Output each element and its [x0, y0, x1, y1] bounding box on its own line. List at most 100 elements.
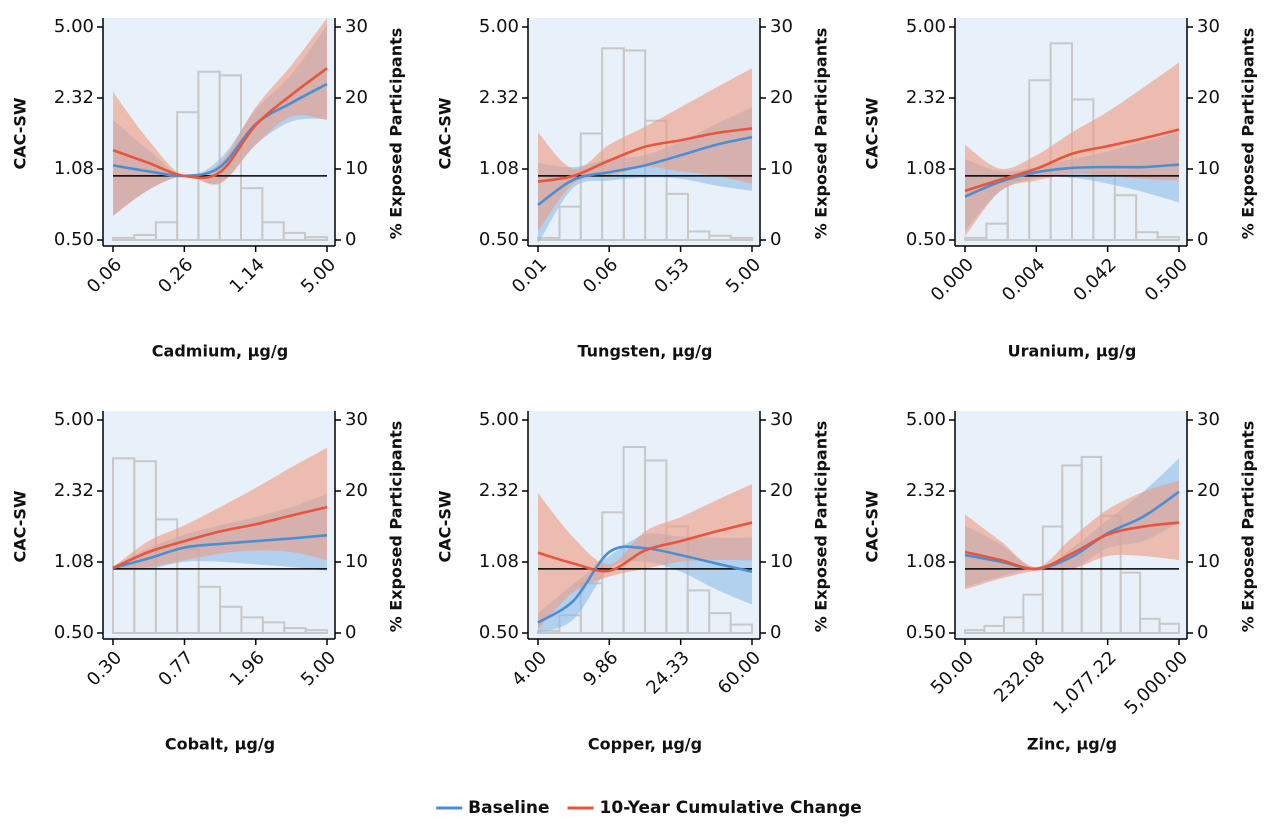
y-tick-label: 0.50 — [479, 622, 519, 643]
y2-tick-label: 20 — [345, 87, 368, 108]
series-line — [964, 521, 1180, 571]
y2-axis-label: % Exposed Participants — [812, 28, 831, 240]
x-tick-label: 5.00 — [297, 647, 340, 690]
histogram-bar — [240, 187, 264, 241]
y-tick-label: 0.50 — [54, 622, 94, 643]
confidence-band — [113, 18, 327, 216]
x-axis-label: Cobalt, μg/g — [165, 735, 275, 754]
histogram-bar — [1156, 236, 1180, 242]
y2-tick-label: 10 — [345, 158, 368, 179]
y2-axis-label: % Exposed Participants — [1239, 28, 1258, 240]
x-axis-label: Uranium, μg/g — [1008, 342, 1137, 361]
y2-tick-label: 0 — [770, 622, 781, 643]
series-line — [537, 135, 753, 207]
y-tick-label: 0.50 — [906, 622, 946, 643]
y-tick-label: 5.00 — [906, 409, 946, 430]
legend-label: 10-Year Cumulative Change — [600, 798, 862, 818]
y-tick-label: 2.32 — [479, 87, 519, 108]
y-tick-label: 5.00 — [479, 409, 519, 430]
x-axis-label: Zinc, μg/g — [1027, 735, 1117, 754]
y-tick-label: 5.00 — [54, 16, 94, 37]
y-tick-label: 1.08 — [479, 551, 519, 572]
y-axis-label: CAC-SW — [11, 97, 30, 169]
y2-tick-label: 10 — [1197, 158, 1220, 179]
y-tick-label: 2.32 — [479, 480, 519, 501]
y2-tick-label: 30 — [770, 409, 793, 430]
x-axis-label: Cadmium, μg/g — [152, 342, 288, 361]
x-tick-label: 1.96 — [226, 647, 269, 690]
x-tick-label: 5,000.00 — [1121, 647, 1193, 719]
x-tick-label: 5.00 — [722, 254, 765, 297]
y2-tick-label: 20 — [1197, 87, 1220, 108]
x-tick-label: 0.500 — [1141, 254, 1192, 305]
series-line — [112, 67, 328, 180]
histogram-bar — [729, 236, 754, 241]
x-axis-label: Tungsten, μg/g — [578, 342, 713, 361]
y-axis-label: CAC-SW — [11, 490, 30, 562]
y-tick-label: 5.00 — [479, 16, 519, 37]
y2-tick-label: 20 — [770, 480, 793, 501]
y2-tick-label: 30 — [1197, 16, 1220, 37]
y-tick-label: 2.32 — [54, 87, 94, 108]
histogram-bar — [644, 119, 668, 241]
y-tick-label: 5.00 — [54, 409, 94, 430]
x-tick-label: 5.00 — [297, 254, 340, 297]
y2-tick-label: 0 — [770, 229, 781, 250]
x-tick-label: 0.77 — [154, 647, 197, 690]
series-line — [537, 521, 753, 573]
y2-tick-label: 10 — [1197, 551, 1220, 572]
x-tick-label: 0.000 — [927, 254, 978, 305]
x-tick-label: 60.00 — [714, 647, 765, 698]
confidence-band — [965, 480, 1179, 590]
x-tick-label: 0.06 — [83, 254, 126, 297]
x-tick-label: 0.01 — [508, 254, 551, 297]
y2-tick-label: 30 — [770, 16, 793, 37]
plot-area — [964, 42, 1180, 242]
x-tick-label: 1.14 — [226, 254, 269, 297]
x-tick-label: 0.042 — [1069, 254, 1120, 305]
y2-tick-label: 10 — [770, 158, 793, 179]
x-tick-label: 0.004 — [998, 254, 1049, 305]
plot-area — [964, 455, 1181, 635]
y2-tick-label: 10 — [345, 551, 368, 572]
y2-tick-label: 30 — [345, 409, 368, 430]
x-tick-label: 0.53 — [650, 254, 693, 297]
x-tick-label: 4.00 — [508, 647, 551, 690]
panel: 0.50 1.08 2.32 5.00 0 10 20 30 50.00 232.08 1,077.… — [863, 409, 1258, 754]
x-tick-label: 24.33 — [642, 647, 693, 698]
y2-tick-label: 0 — [1197, 622, 1208, 643]
series-line — [112, 505, 328, 570]
x-tick-label: 0.30 — [83, 647, 126, 690]
histogram-bar — [665, 192, 689, 242]
y2-axis-label: % Exposed Participants — [812, 421, 831, 633]
histogram-bar — [686, 589, 711, 635]
y-tick-label: 1.08 — [906, 158, 946, 179]
x-tick-label: 50.00 — [927, 647, 978, 698]
y-tick-label: 1.08 — [906, 551, 946, 572]
y2-tick-label: 30 — [345, 16, 368, 37]
y-tick-label: 1.08 — [54, 551, 94, 572]
x-tick-label: 0.26 — [154, 254, 197, 297]
histogram-bar — [1113, 194, 1138, 242]
legend-label: Baseline — [468, 798, 549, 818]
series-line — [537, 545, 753, 624]
series-line — [964, 490, 1180, 571]
y2-axis-label: % Exposed Participants — [387, 28, 406, 240]
series-line — [112, 82, 328, 178]
y2-tick-label: 30 — [1197, 409, 1220, 430]
histogram-bar — [708, 612, 732, 634]
histogram-bar — [1158, 622, 1181, 635]
plot-area — [537, 445, 753, 635]
y-axis-label: CAC-SW — [436, 97, 455, 169]
y2-tick-label: 20 — [1197, 480, 1220, 501]
y2-tick-label: 0 — [345, 622, 356, 643]
y-tick-label: 2.32 — [906, 480, 946, 501]
confidence-band — [538, 68, 752, 232]
legend: Baseline 10-Year Cumulative Change — [436, 798, 862, 818]
histogram-bar — [729, 623, 753, 634]
y-axis-label: CAC-SW — [863, 97, 882, 169]
y-tick-label: 1.08 — [54, 158, 94, 179]
